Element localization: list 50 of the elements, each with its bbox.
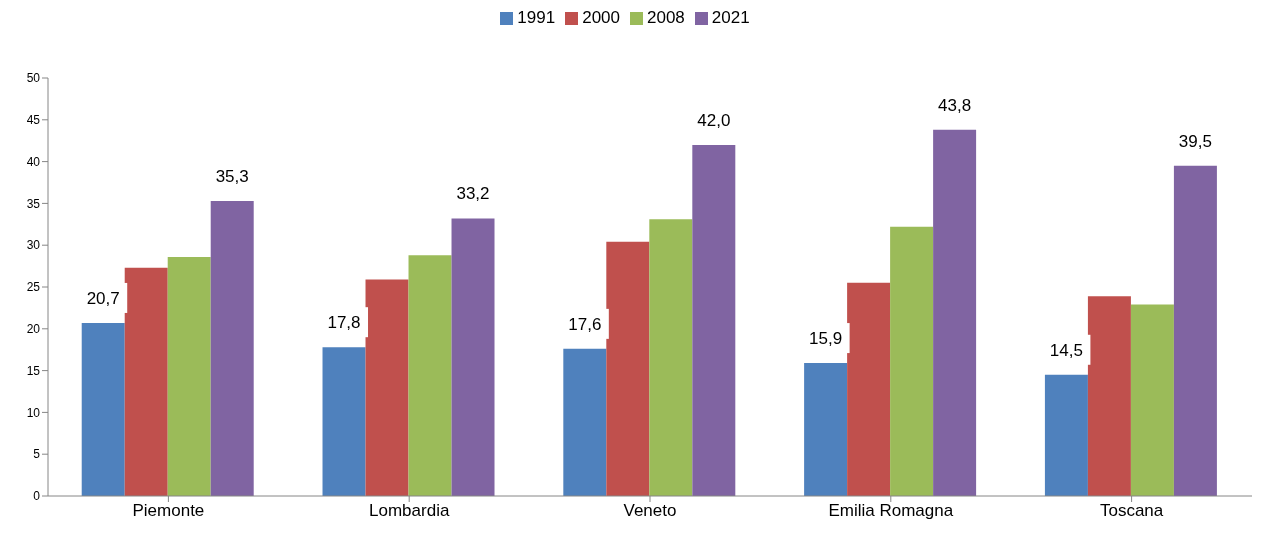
- bar: [408, 255, 452, 496]
- bar: [1173, 165, 1217, 496]
- y-tick-label: 10: [26, 405, 41, 420]
- bar: [365, 279, 409, 496]
- bar: [81, 322, 125, 496]
- x-tick-label: Veneto: [623, 501, 677, 521]
- bar: [890, 226, 934, 496]
- bar: [1087, 296, 1131, 496]
- data-label: 17,8: [327, 313, 361, 333]
- bar: [692, 144, 736, 496]
- data-label: 43,8: [938, 95, 972, 115]
- bar: [804, 363, 848, 496]
- bar: [649, 219, 693, 496]
- y-tick-label: 15: [26, 363, 41, 378]
- y-tick-label: 35: [26, 196, 41, 211]
- x-tick-label: Piemonte: [132, 501, 205, 521]
- y-tick-label: 20: [26, 322, 41, 337]
- bar: [606, 241, 650, 496]
- y-tick-label: 25: [26, 280, 41, 295]
- bar: [847, 282, 891, 496]
- bar: [563, 348, 607, 496]
- data-label: 14,5: [1049, 340, 1083, 360]
- y-tick-label: 0: [33, 489, 41, 504]
- bar: [124, 267, 168, 496]
- x-tick-label: Lombardia: [369, 501, 450, 521]
- legend-label: 2008: [647, 8, 685, 27]
- x-tick-label: Emilia Romagna: [828, 501, 954, 521]
- data-label: 42,0: [697, 110, 731, 130]
- y-tick-label: 5: [33, 447, 41, 462]
- legend-label: 2000: [582, 8, 620, 27]
- legend-label: 2021: [711, 8, 750, 27]
- y-tick-label: 50: [26, 71, 41, 86]
- data-label: 39,5: [1178, 131, 1212, 151]
- data-label: 33,2: [456, 184, 490, 204]
- bar: [933, 129, 977, 496]
- data-label: 17,6: [568, 314, 602, 334]
- x-tick-label: Toscana: [1099, 501, 1164, 521]
- bar: [210, 200, 254, 496]
- legend-label: 1991: [517, 8, 556, 27]
- bar: [451, 218, 495, 496]
- y-tick-label: 30: [26, 238, 41, 253]
- y-tick-label: 40: [26, 154, 41, 169]
- y-tick-label: 45: [26, 113, 41, 128]
- bar: [322, 347, 366, 496]
- bar: [1130, 304, 1174, 496]
- data-label: 20,7: [86, 288, 120, 308]
- data-label: 15,9: [809, 329, 843, 349]
- data-label: 35,3: [215, 166, 249, 186]
- bar: [167, 256, 211, 496]
- bar: [1044, 374, 1088, 496]
